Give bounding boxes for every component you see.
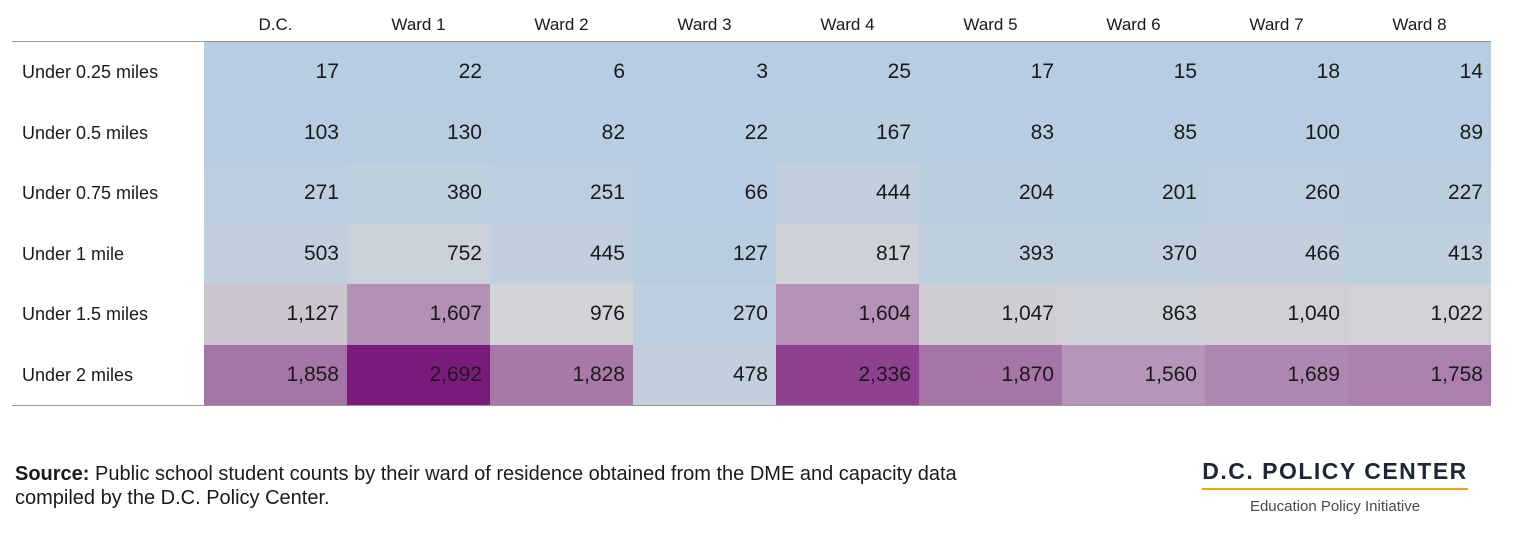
table-top-rule: [12, 41, 1491, 42]
heatmap-cell: 167: [776, 102, 919, 164]
heatmap-cell: 25: [776, 42, 919, 103]
heatmap-cell: 100: [1205, 102, 1348, 164]
heatmap-cell: 445: [490, 223, 633, 285]
source-label: Source:: [15, 463, 90, 485]
heatmap-cell: 18: [1205, 42, 1348, 103]
column-header: Ward 3: [677, 15, 732, 34]
heatmap-cell: 1,828: [490, 344, 633, 406]
row-header: Under 2 miles: [22, 364, 134, 385]
heatmap-cell: 270: [633, 284, 776, 345]
brand-name: D.C. POLICY CENTER: [1202, 458, 1468, 490]
heatmap-cell: 83: [919, 102, 1062, 164]
heatmap-cell: 3: [633, 42, 776, 103]
heatmap-cell: 478: [633, 344, 776, 406]
column-header: Ward 2: [534, 15, 589, 34]
heatmap-cell: 466: [1205, 223, 1348, 285]
heatmap-cell: 1,689: [1205, 344, 1348, 406]
heatmap-cell: 976: [490, 284, 633, 345]
heatmap-cell: 1,040: [1205, 284, 1348, 345]
heatmap-cell: 2,336: [776, 344, 919, 406]
heatmap-cell: 6: [490, 42, 633, 103]
heatmap-cell: 370: [1062, 223, 1205, 285]
heatmap-cell: 393: [919, 223, 1062, 285]
column-header: Ward 8: [1392, 15, 1447, 34]
heatmap-cell: 82: [490, 102, 633, 164]
heatmap-cell: 14: [1348, 42, 1491, 103]
row-header: Under 1 mile: [22, 243, 125, 264]
heatmap-cell: 271: [204, 163, 347, 224]
heatmap-cell: 201: [1062, 163, 1205, 224]
row-header: Under 0.75 miles: [22, 183, 159, 203]
heatmap-cell: 1,858: [204, 344, 347, 406]
heatmap-cell: 817: [776, 223, 919, 285]
heatmap-cell: 204: [919, 163, 1062, 224]
heatmap-cell: 413: [1348, 223, 1491, 285]
heatmap-cell: 1,560: [1062, 344, 1205, 406]
heatmap-cell: 22: [633, 102, 776, 164]
column-header: Ward 7: [1249, 15, 1304, 34]
row-header: Under 1.5 miles: [22, 304, 149, 324]
brand-subtitle: Education Policy Initiative: [1249, 498, 1421, 515]
heatmap-cell: 1,047: [919, 284, 1062, 345]
heatmap-cell: 503: [204, 223, 347, 285]
column-header: D.C.: [258, 15, 293, 34]
heatmap-cell: 260: [1205, 163, 1348, 224]
heatmap-cell: 103: [204, 102, 347, 164]
heatmap-cell: 22: [347, 42, 490, 103]
heatmap-cell: 89: [1348, 102, 1491, 164]
table-bottom-rule: [12, 405, 1491, 406]
heatmap-cell: 1,022: [1348, 284, 1491, 345]
heatmap-cell: 15: [1062, 42, 1205, 103]
heatmap-cell: 1,607: [347, 284, 490, 345]
heatmap-cell: 17: [204, 42, 347, 103]
heatmap-cell: 85: [1062, 102, 1205, 164]
heatmap-cell: 1,758: [1348, 344, 1491, 406]
source-note: Source: Public school student counts by …: [15, 462, 1015, 510]
heatmap-cell: 863: [1062, 284, 1205, 345]
heatmap-cell: 66: [633, 163, 776, 224]
column-header: Ward 6: [1106, 15, 1161, 34]
heatmap-cell: 1,604: [776, 284, 919, 345]
row-header: Under 0.25 miles: [22, 62, 159, 82]
heatmap-cell: 752: [347, 223, 490, 285]
heatmap-cell: 444: [776, 163, 919, 224]
column-header: Ward 5: [963, 15, 1018, 34]
column-header: Ward 4: [820, 15, 875, 34]
heatmap-cell: 251: [490, 163, 633, 224]
heatmap-cell: 17: [919, 42, 1062, 103]
source-text: Public school student counts by their wa…: [15, 463, 957, 509]
column-header: Ward 1: [391, 15, 446, 34]
heatmap-cell: 227: [1348, 163, 1491, 224]
row-header: Under 0.5 miles: [22, 122, 149, 143]
heatmap-cell: 2,692: [347, 344, 490, 406]
heatmap-cell: 1,870: [919, 344, 1062, 406]
heatmap-cell: 1,127: [204, 284, 347, 345]
heatmap-cell: 127: [633, 223, 776, 285]
heatmap-cell: 130: [347, 102, 490, 164]
brand-logo: D.C. POLICY CENTER Education Policy Init…: [1195, 458, 1475, 515]
heatmap-cell: 380: [347, 163, 490, 224]
